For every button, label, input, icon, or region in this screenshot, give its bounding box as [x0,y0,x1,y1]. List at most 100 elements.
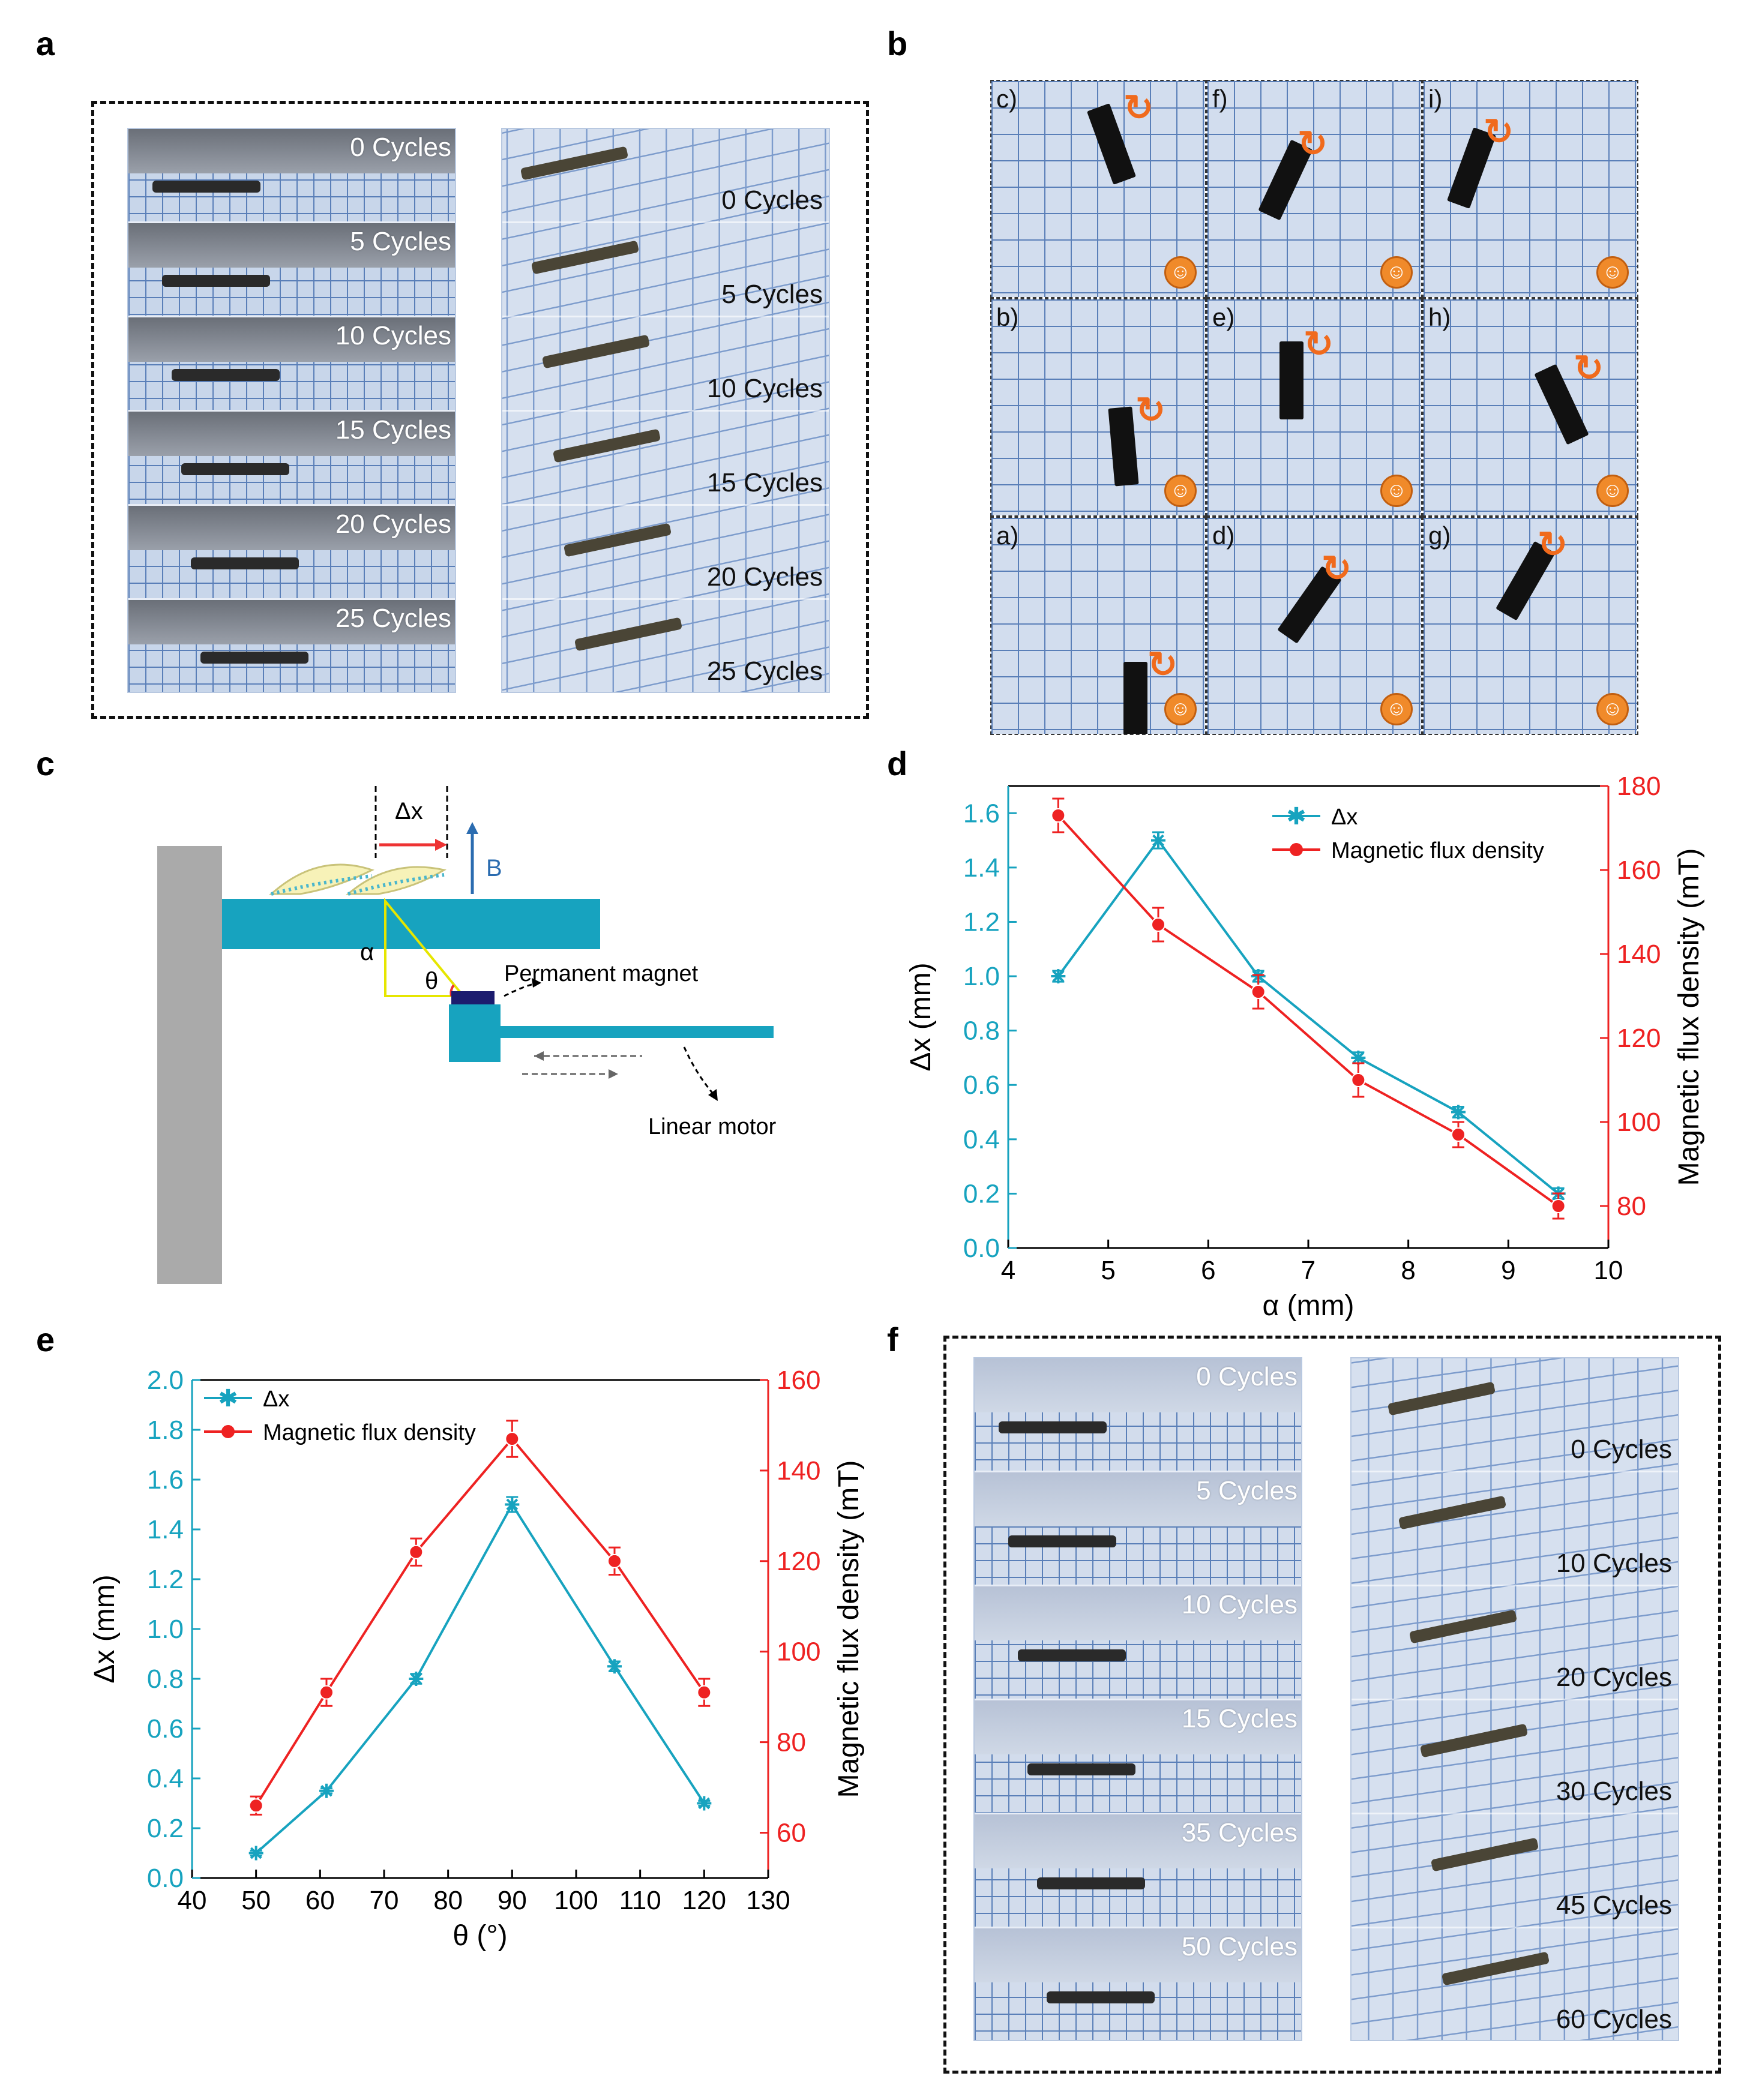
data-point-star [319,1783,334,1798]
chart-e: 40 50 60 70 80 90 100 110 120 130 0.0 0.2 0.4 0.6 0.8 1… [89,1366,865,1952]
y2-axis-label: Magnetic flux density (mT) [1673,848,1705,1186]
y-tick-label: 1.2 [963,907,1000,937]
smiley-face-icon: ☺ [1596,256,1629,289]
smiley-face-icon: ☺ [1380,693,1413,725]
sample-strip [172,369,280,382]
frame-cell: a) ↻ ☺ [990,517,1206,735]
frame-label: a) [996,521,1019,550]
photo-row: 20 Cycles [128,506,455,600]
frame-cell: c) ↻ ☺ [990,80,1206,298]
ruler [128,223,455,268]
cycle-label: 0 Cycles [1196,1362,1297,1391]
x-axis-label: α (mm) [1262,1290,1354,1322]
photo-row: 15 Cycles [502,412,829,506]
sample-strip [574,617,683,652]
alpha-label: α [360,939,374,965]
motion-arrow-icon: ↻ [1135,390,1166,430]
x-tick-label: 40 [178,1886,207,1915]
x-tick-label: 50 [241,1886,271,1915]
geometry-triangle [384,898,466,997]
photo-row: 15 Cycles [128,412,455,506]
x-tick-label: 5 [1101,1256,1115,1285]
cycle-label: 10 Cycles [335,321,451,350]
permanent-magnet [451,991,495,1004]
smiley-face-icon: ☺ [1596,693,1629,725]
data-point-circle [1251,985,1266,999]
data-point-star [505,1497,520,1512]
sample-strip [1441,1951,1550,1986]
x-axis-label: θ (°) [453,1920,507,1952]
cycle-label: 10 Cycles [706,374,823,403]
cycle-label: 20 Cycles [1556,1663,1672,1692]
frame-cell: f) ↻ ☺ [1206,80,1422,298]
data-point-star [248,1846,263,1861]
ruler [975,1814,1301,1868]
sample-strip [181,463,289,476]
smiley-face-icon: ☺ [1164,256,1197,289]
series-line-1 [254,1436,705,1807]
ruler [975,1700,1301,1754]
cycle-label: 30 Cycles [1556,1777,1672,1806]
robot-body [1123,662,1147,734]
smiley-face-icon: ☺ [1380,475,1413,507]
legend-marker: ✱ [218,1385,238,1412]
frame-label: d) [1212,521,1235,550]
sample-illustration [269,863,447,896]
frame-label: g) [1428,521,1451,550]
photo-row: 20 Cycles [1352,1586,1678,1700]
y-tick-label: 0.4 [963,1125,1000,1154]
data-point-star [1451,1105,1466,1120]
x-tick-label: 4 [1001,1256,1015,1285]
ruler [128,506,455,550]
panel-c-diagram: Δx B α θ Permanent magnet Linear motor [157,786,777,1284]
x-tick-label: 90 [498,1886,527,1915]
sample-strip [1047,1991,1155,2003]
y2-tick-label: 140 [1617,940,1661,969]
y2-tick-label: 100 [777,1637,820,1667]
y-tick-label: 1.6 [147,1465,184,1495]
data-point-circle [505,1432,520,1447]
x-tick-label: 10 [1594,1256,1623,1285]
frame-label: e) [1212,303,1235,331]
motion-arrow-icon: ↻ [1322,548,1352,589]
y-axis-label: Δx (mm) [89,1574,121,1683]
platform [222,899,600,949]
panel-label-b: b [887,25,908,62]
photo-row: 45 Cycles [1352,1814,1678,1928]
panel-a-left-photo: 0 Cycles 5 Cycles 10 Cycles 15 Cycles 20 Cyc… [127,128,456,693]
photo-row: 10 Cycles [128,317,455,412]
y-tick-label: 0.8 [963,1016,1000,1046]
cycle-label: 0 Cycles [721,185,823,215]
sample-strip [152,181,260,193]
sample-strip [563,523,672,557]
panel-f-right-photo: 0 Cycles 10 Cycles 20 Cycles 30 Cycles 45 Cy… [1350,1357,1679,2041]
y2-tick-label: 160 [1617,856,1661,885]
photo-row: 25 Cycles [502,600,829,692]
cycle-label: 15 Cycles [1181,1704,1297,1733]
photo-row: 20 Cycles [502,506,829,600]
cycle-label: 10 Cycles [1556,1549,1672,1578]
data-point-circle [409,1544,424,1559]
photo-row: 10 Cycles [975,1586,1301,1700]
x-tick-label: 7 [1301,1256,1316,1285]
cycle-label: 25 Cycles [706,656,823,686]
ruler [975,1472,1301,1526]
sample-strip [531,240,640,275]
panel-f-frame [943,1336,1721,2074]
data-point-circle [1551,1199,1566,1213]
x-tick-label: 8 [1401,1256,1415,1285]
frame-cell: d) ↻ ☺ [1206,517,1422,735]
photo-row: 0 Cycles [975,1358,1301,1472]
chart-d: 4 5 6 7 8 9 10 0.0 0.2 0.4 0.6 0.8 1.0 1.2 1.4 1.6 80 100… [905,772,1705,1322]
photo-row: 60 Cycles [1352,1928,1678,2040]
y-tick-label: 1.6 [963,799,1000,828]
photo-row: 0 Cycles [502,129,829,223]
frame-cell: e) ↻ ☺ [1206,298,1422,517]
smiley-face-icon: ☺ [1380,256,1413,289]
frame-cell: g) ↻ ☺ [1422,517,1638,735]
series-line-0 [1057,838,1559,1195]
data-point-circle [1151,917,1165,932]
fixed-wall [157,846,222,1284]
sample-strip [162,275,270,287]
frame-label: f) [1212,85,1228,113]
